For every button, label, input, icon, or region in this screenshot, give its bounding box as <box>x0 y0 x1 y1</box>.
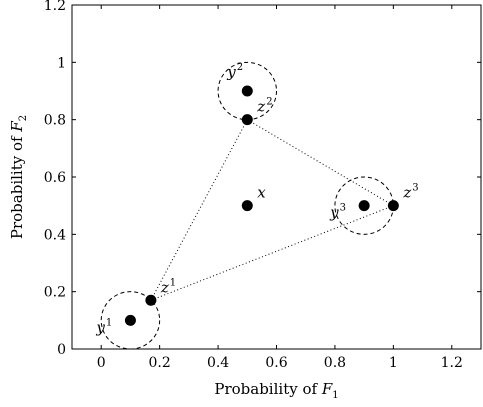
point-label-var: z <box>256 98 265 116</box>
point-label-superscript: 2 <box>266 97 272 108</box>
x-tick-label: 0 <box>97 355 106 371</box>
triangle-edge-z2-z3 <box>247 119 394 207</box>
triangle-edge-z1-z2 <box>150 119 248 301</box>
y-tick-label: 0.8 <box>44 113 66 129</box>
point-label-var: y <box>329 204 339 222</box>
point-z3 <box>387 200 399 212</box>
point-label-var: y <box>226 63 236 81</box>
y-axis-ticks: 0 0.2 0.4 0.6 0.8 1 1.2 <box>44 0 481 358</box>
y-tick-label: 0.2 <box>44 285 66 301</box>
point-y3 <box>358 200 370 212</box>
y-tick-label: 1.2 <box>44 0 66 14</box>
triangle-edge-z3-z1 <box>150 205 394 301</box>
point-y1 <box>124 314 136 326</box>
x-tick-label: 0.4 <box>207 355 229 371</box>
x-axis-ticks: 0 0.2 0.4 0.6 0.8 1 1.2 <box>97 5 463 371</box>
y-tick-label: 0 <box>57 342 66 358</box>
data-points <box>124 85 399 326</box>
point-label-superscript: 3 <box>340 203 346 214</box>
axis-label-variable: F <box>321 380 333 398</box>
point-label-var: y <box>95 318 105 336</box>
plot-area <box>71 4 482 350</box>
triangle-lines <box>150 119 394 301</box>
y-tick-label: 1 <box>57 55 66 71</box>
point-label-superscript: 1 <box>170 277 176 288</box>
point-label-z3: z3 <box>402 183 418 202</box>
axis-label-subscript: 2 <box>18 115 29 121</box>
point-z2 <box>241 114 253 126</box>
circle-1 <box>100 291 161 350</box>
axis-label-prefix: Probability of <box>214 380 321 398</box>
x-tick-label: 1.2 <box>441 355 463 371</box>
x-tick-label: 0.2 <box>149 355 171 371</box>
x-axis-label: Probability of F1 <box>214 380 338 401</box>
point-y2 <box>241 85 253 97</box>
y-tick-label: 0.4 <box>44 227 66 243</box>
y-tick-label: 0.6 <box>44 170 66 186</box>
point-label-superscript: 3 <box>412 183 418 194</box>
point-label-y3: y3 <box>329 203 346 222</box>
point-label-x: x <box>257 184 266 202</box>
axis-label-subscript: 1 <box>332 390 338 401</box>
point-label-var: z <box>402 184 411 202</box>
x-tick-label: 0.6 <box>265 355 287 371</box>
point-label-z1: z1 <box>160 277 176 296</box>
point-x <box>241 200 253 212</box>
axis-label-prefix: Probability of <box>8 132 26 239</box>
point-label-z2: z2 <box>256 97 272 116</box>
point-label-var: x <box>257 184 266 202</box>
point-label-superscript: 2 <box>237 62 243 73</box>
plot-frame <box>71 4 482 350</box>
axis-label-variable: F <box>8 121 26 133</box>
x-tick-label: 1 <box>389 355 398 371</box>
point-label-superscript: 1 <box>106 317 112 328</box>
x-tick-label: 0.8 <box>324 355 346 371</box>
y-axis-label: Probability of F2 <box>8 115 29 239</box>
point-z1 <box>145 294 157 306</box>
point-label-y2: y2 <box>226 62 243 81</box>
point-label-var: z <box>160 278 169 296</box>
point-label-y1: y1 <box>95 317 112 336</box>
